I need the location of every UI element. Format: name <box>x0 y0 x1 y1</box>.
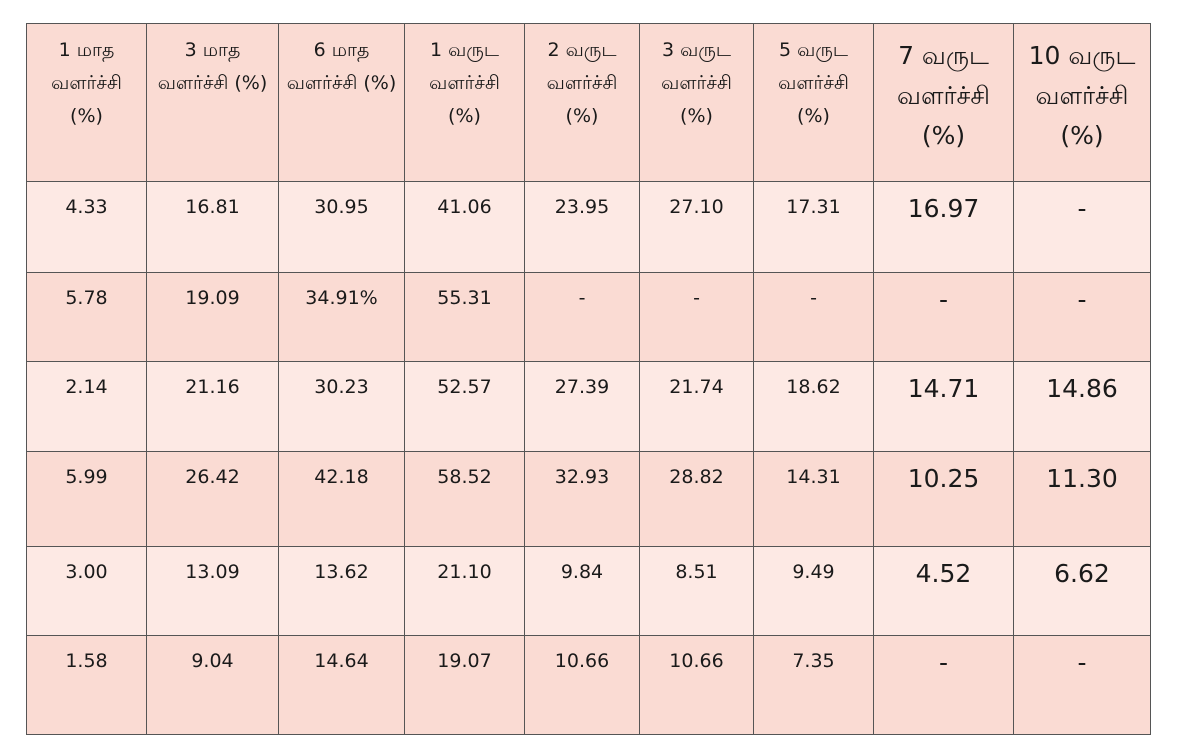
table-row: 2.14 21.16 30.23 52.57 27.39 21.74 18.62… <box>26 361 1151 452</box>
table-cell: 17.31 <box>753 181 874 273</box>
table-cell: 27.39 <box>524 361 640 452</box>
table-cell: 58.52 <box>404 451 525 547</box>
table-row: 4.33 16.81 30.95 41.06 23.95 27.10 17.31… <box>26 181 1151 273</box>
table-cell: 55.31 <box>404 272 525 362</box>
table-cell: 21.16 <box>146 361 279 452</box>
table-cell: 21.10 <box>404 546 525 636</box>
table-cell: - <box>1013 635 1151 735</box>
table-cell: - <box>753 272 874 362</box>
table-cell: 30.95 <box>278 181 405 273</box>
table-cell: 9.49 <box>753 546 874 636</box>
table-cell: 16.97 <box>873 181 1014 273</box>
table-cell: 52.57 <box>404 361 525 452</box>
header-cell: 6 மாத வளர்ச்சி (%) <box>278 23 405 182</box>
table-cell: 5.99 <box>26 451 147 547</box>
table-cell: 34.91% <box>278 272 405 362</box>
header-cell: 5 வருட வளர்ச்சி (%) <box>753 23 874 182</box>
header-cell: 10 வருட வளர்ச்சி (%) <box>1013 23 1151 182</box>
table-cell: 4.33 <box>26 181 147 273</box>
table-cell: 19.09 <box>146 272 279 362</box>
table-cell: 13.09 <box>146 546 279 636</box>
table-cell: 13.62 <box>278 546 405 636</box>
table-cell: 21.74 <box>639 361 754 452</box>
header-cell: 1 வருட வளர்ச்சி (%) <box>404 23 525 182</box>
table-cell: 10.66 <box>524 635 640 735</box>
table-cell: 3.00 <box>26 546 147 636</box>
header-cell: 3 வருட வளர்ச்சி (%) <box>639 23 754 182</box>
header-cell: 1 மாத வளர்ச்சி (%) <box>26 23 147 182</box>
table-cell: 10.66 <box>639 635 754 735</box>
table-cell: 18.62 <box>753 361 874 452</box>
table-cell: 2.14 <box>26 361 147 452</box>
table-cell: 14.71 <box>873 361 1014 452</box>
table-cell: 14.64 <box>278 635 405 735</box>
table-cell: 30.23 <box>278 361 405 452</box>
table-cell: 32.93 <box>524 451 640 547</box>
header-cell: 7 வருட வளர்ச்சி (%) <box>873 23 1014 182</box>
table-row: 5.99 26.42 42.18 58.52 32.93 28.82 14.31… <box>26 451 1151 547</box>
table-cell: 19.07 <box>404 635 525 735</box>
table-cell: 9.04 <box>146 635 279 735</box>
table-cell: 28.82 <box>639 451 754 547</box>
table-cell: - <box>873 272 1014 362</box>
table-cell: 8.51 <box>639 546 754 636</box>
table-cell: 23.95 <box>524 181 640 273</box>
table-cell: 7.35 <box>753 635 874 735</box>
table-cell: - <box>873 635 1014 735</box>
table-row: 1.58 9.04 14.64 19.07 10.66 10.66 7.35 -… <box>26 635 1151 735</box>
table-row: 3.00 13.09 13.62 21.10 9.84 8.51 9.49 4.… <box>26 546 1151 636</box>
table-cell: 6.62 <box>1013 546 1151 636</box>
table-cell: 11.30 <box>1013 451 1151 547</box>
header-cell: 3 மாத வளர்ச்சி (%) <box>146 23 279 182</box>
table-cell: 4.52 <box>873 546 1014 636</box>
table-cell: 9.84 <box>524 546 640 636</box>
table-cell: 27.10 <box>639 181 754 273</box>
table-cell: - <box>639 272 754 362</box>
table-cell: 10.25 <box>873 451 1014 547</box>
table-cell: - <box>1013 181 1151 273</box>
table-cell: 5.78 <box>26 272 147 362</box>
returns-table: 1 மாத வளர்ச்சி (%) 3 மாத வளர்ச்சி (%) 6 … <box>26 23 1151 735</box>
table-cell: 41.06 <box>404 181 525 273</box>
table-row: 5.78 19.09 34.91% 55.31 - - - - - <box>26 272 1151 362</box>
table-cell: 16.81 <box>146 181 279 273</box>
table-cell: 26.42 <box>146 451 279 547</box>
table-cell: 14.31 <box>753 451 874 547</box>
table-cell: 42.18 <box>278 451 405 547</box>
table-cell: - <box>1013 272 1151 362</box>
header-cell: 2 வருட வளர்ச்சி (%) <box>524 23 640 182</box>
returns-table-container: 1 மாத வளர்ச்சி (%) 3 மாத வளர்ச்சி (%) 6 … <box>26 23 1151 735</box>
table-cell: - <box>524 272 640 362</box>
table-cell: 14.86 <box>1013 361 1151 452</box>
header-row: 1 மாத வளர்ச்சி (%) 3 மாத வளர்ச்சி (%) 6 … <box>26 23 1151 182</box>
table-cell: 1.58 <box>26 635 147 735</box>
